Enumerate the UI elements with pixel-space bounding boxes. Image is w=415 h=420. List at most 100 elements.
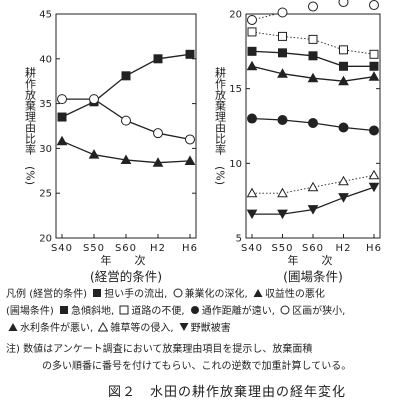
field-series-1-point [308, 51, 318, 61]
field-series-1-point [247, 46, 257, 56]
legend-item-poor-road: 道路の不便, [131, 306, 185, 317]
note-row-2: の多い順番に番号を付けてもらい、これの逆数で加重計算している。 [42, 359, 351, 374]
legend-row-field-1: (圃場条件) 急傾斜地, 道路の不便, 通作距離が遠い, 区画が狭小, [6, 304, 345, 319]
charts-canvas: 20 25 30 35 40 45 S40 S50 S60 H2 H6 年 次 耕作放棄理由比率 (%)… [24, 0, 382, 284]
triangle-down-filled-icon [179, 323, 189, 331]
management-x-tick-label: S60 [115, 243, 137, 254]
legend-group-field: (圃場条件) [6, 306, 54, 317]
field-series-6-point [246, 187, 258, 198]
management-series-2-point [121, 115, 131, 126]
field-series-1-point [278, 48, 287, 58]
field-series-4-point [338, 0, 349, 8]
field-series-3-point [369, 125, 379, 136]
field-series-7-point [246, 209, 258, 220]
circle-open-icon [280, 305, 290, 315]
management-y-tick-label: 30 [39, 144, 52, 155]
legend-item-small-plot: 区画が狭小, [292, 306, 346, 317]
field-series-1-point [339, 61, 348, 71]
note-text-2: の多い順番に番号を付けてもらい、これの逆数で加重計算している。 [42, 361, 352, 372]
management-series-1-point [121, 71, 131, 81]
management-series-3-point [56, 135, 68, 146]
field-series-6-point [307, 181, 319, 192]
management-series-lines [61, 53, 191, 164]
circle-filled-icon [190, 306, 199, 314]
triangle-filled-icon [253, 289, 263, 297]
field-series-7-point [338, 193, 349, 203]
management-series-2-point [185, 134, 195, 145]
field-y-tick-label: 15 [229, 84, 242, 95]
triangle-filled-icon [8, 323, 18, 331]
legend-prefix: 凡例 [6, 289, 26, 300]
square-open-icon [119, 305, 129, 315]
field-series-5-point [368, 71, 380, 81]
field-y-axis-label: 耕作放棄理由比率 (%) [214, 66, 227, 185]
legend-item-part-time-farming: 兼業化の深化, [184, 289, 248, 300]
field-series-6-point [338, 175, 349, 186]
field-x-tick-label: H6 [366, 243, 382, 254]
field-series-7-point [368, 182, 380, 193]
management-series-3-point [184, 155, 196, 165]
note-text-1: 数値はアンケート調査において放棄理由項目を提示し、放棄面積 [23, 344, 313, 355]
field-series-4-point [247, 14, 257, 25]
field-x-axis-label: 年 次 [288, 253, 339, 267]
management-x-tick-label: H2 [150, 243, 166, 254]
field-series-3-point [338, 122, 349, 133]
management-series-1-point [57, 112, 67, 122]
legend-row-field-2: 水利条件が悪い, 雑草等の侵入, 野獣被害 [6, 321, 231, 336]
management-series-2-point [57, 94, 67, 105]
field-panel-caption: (圃場条件) [283, 269, 343, 284]
management-series-1-point [185, 49, 195, 59]
note-prefix: 注) [6, 344, 20, 355]
field-series-2-point [247, 27, 257, 37]
circle-open-icon [173, 288, 183, 298]
legend-item-weeds: 雑草等の侵入, [110, 323, 174, 334]
field-series-7-point [307, 205, 319, 215]
field-series-3-point [277, 115, 288, 126]
field-series-5-point [338, 75, 349, 86]
field-series-2-point [339, 45, 348, 55]
field-series-5-point [277, 68, 288, 78]
field-series-6-point [277, 187, 288, 198]
management-x-tick-label: H6 [182, 243, 198, 254]
legend-row-management: 凡例 (経営的条件) 担い手の流出, 兼業化の深化, 収益性の悪化 [6, 287, 325, 302]
field-x-tick-label: H2 [336, 243, 352, 254]
field-series-2-point [278, 31, 287, 41]
square-filled-icon [93, 289, 102, 297]
legend-group-management: (経営的条件) [29, 289, 87, 300]
management-series-3-point [88, 149, 100, 159]
field-series-5-point [307, 72, 319, 83]
field-series-4-point [369, 0, 379, 11]
figure-title: 図２ 水田の耕作放棄理由の経年変化 [108, 385, 347, 400]
field-series-6-point [368, 169, 380, 180]
management-y-tick-label: 35 [39, 99, 52, 110]
management-y-tick-label: 40 [39, 54, 52, 65]
legend-item-water-condition: 水利条件が悪い, [20, 323, 94, 334]
field-x-tick-label: S40 [241, 243, 263, 254]
field-x-tick-label: S50 [271, 243, 293, 254]
legend-item-steep-slope: 急傾斜地, [71, 306, 115, 317]
management-series-3-point [152, 157, 164, 167]
management-series-line-1 [61, 53, 191, 118]
square-filled-icon [60, 306, 68, 314]
management-y-tick-label: 20 [39, 234, 52, 245]
triangle-open-icon [98, 322, 109, 332]
field-series-2-point [308, 34, 318, 44]
management-series-2-point [153, 128, 163, 139]
legend-item-far-distance: 通作距離が遠い, [201, 306, 275, 317]
field-series-7-point [277, 209, 288, 220]
field-series-3-point [308, 118, 318, 129]
management-series-3-point [120, 154, 132, 165]
management-series-1-point [153, 54, 163, 64]
field-y-tick-label: 10 [229, 159, 242, 170]
management-y-axis-label: 耕作放棄理由比率 (%) [24, 66, 37, 185]
legend-item-labor-outflow: 担い手の流出, [104, 289, 168, 300]
field-series-5-point [246, 60, 258, 71]
management-series-2-point [89, 94, 99, 105]
management-x-tick-label: S40 [51, 243, 73, 254]
field-series-3-point [247, 113, 257, 124]
field-series-2-point [369, 49, 379, 59]
field-y-tick-label: 5 [236, 234, 242, 245]
field-x-tick-label: S60 [302, 243, 324, 254]
management-y-tick-label: 25 [39, 189, 52, 200]
